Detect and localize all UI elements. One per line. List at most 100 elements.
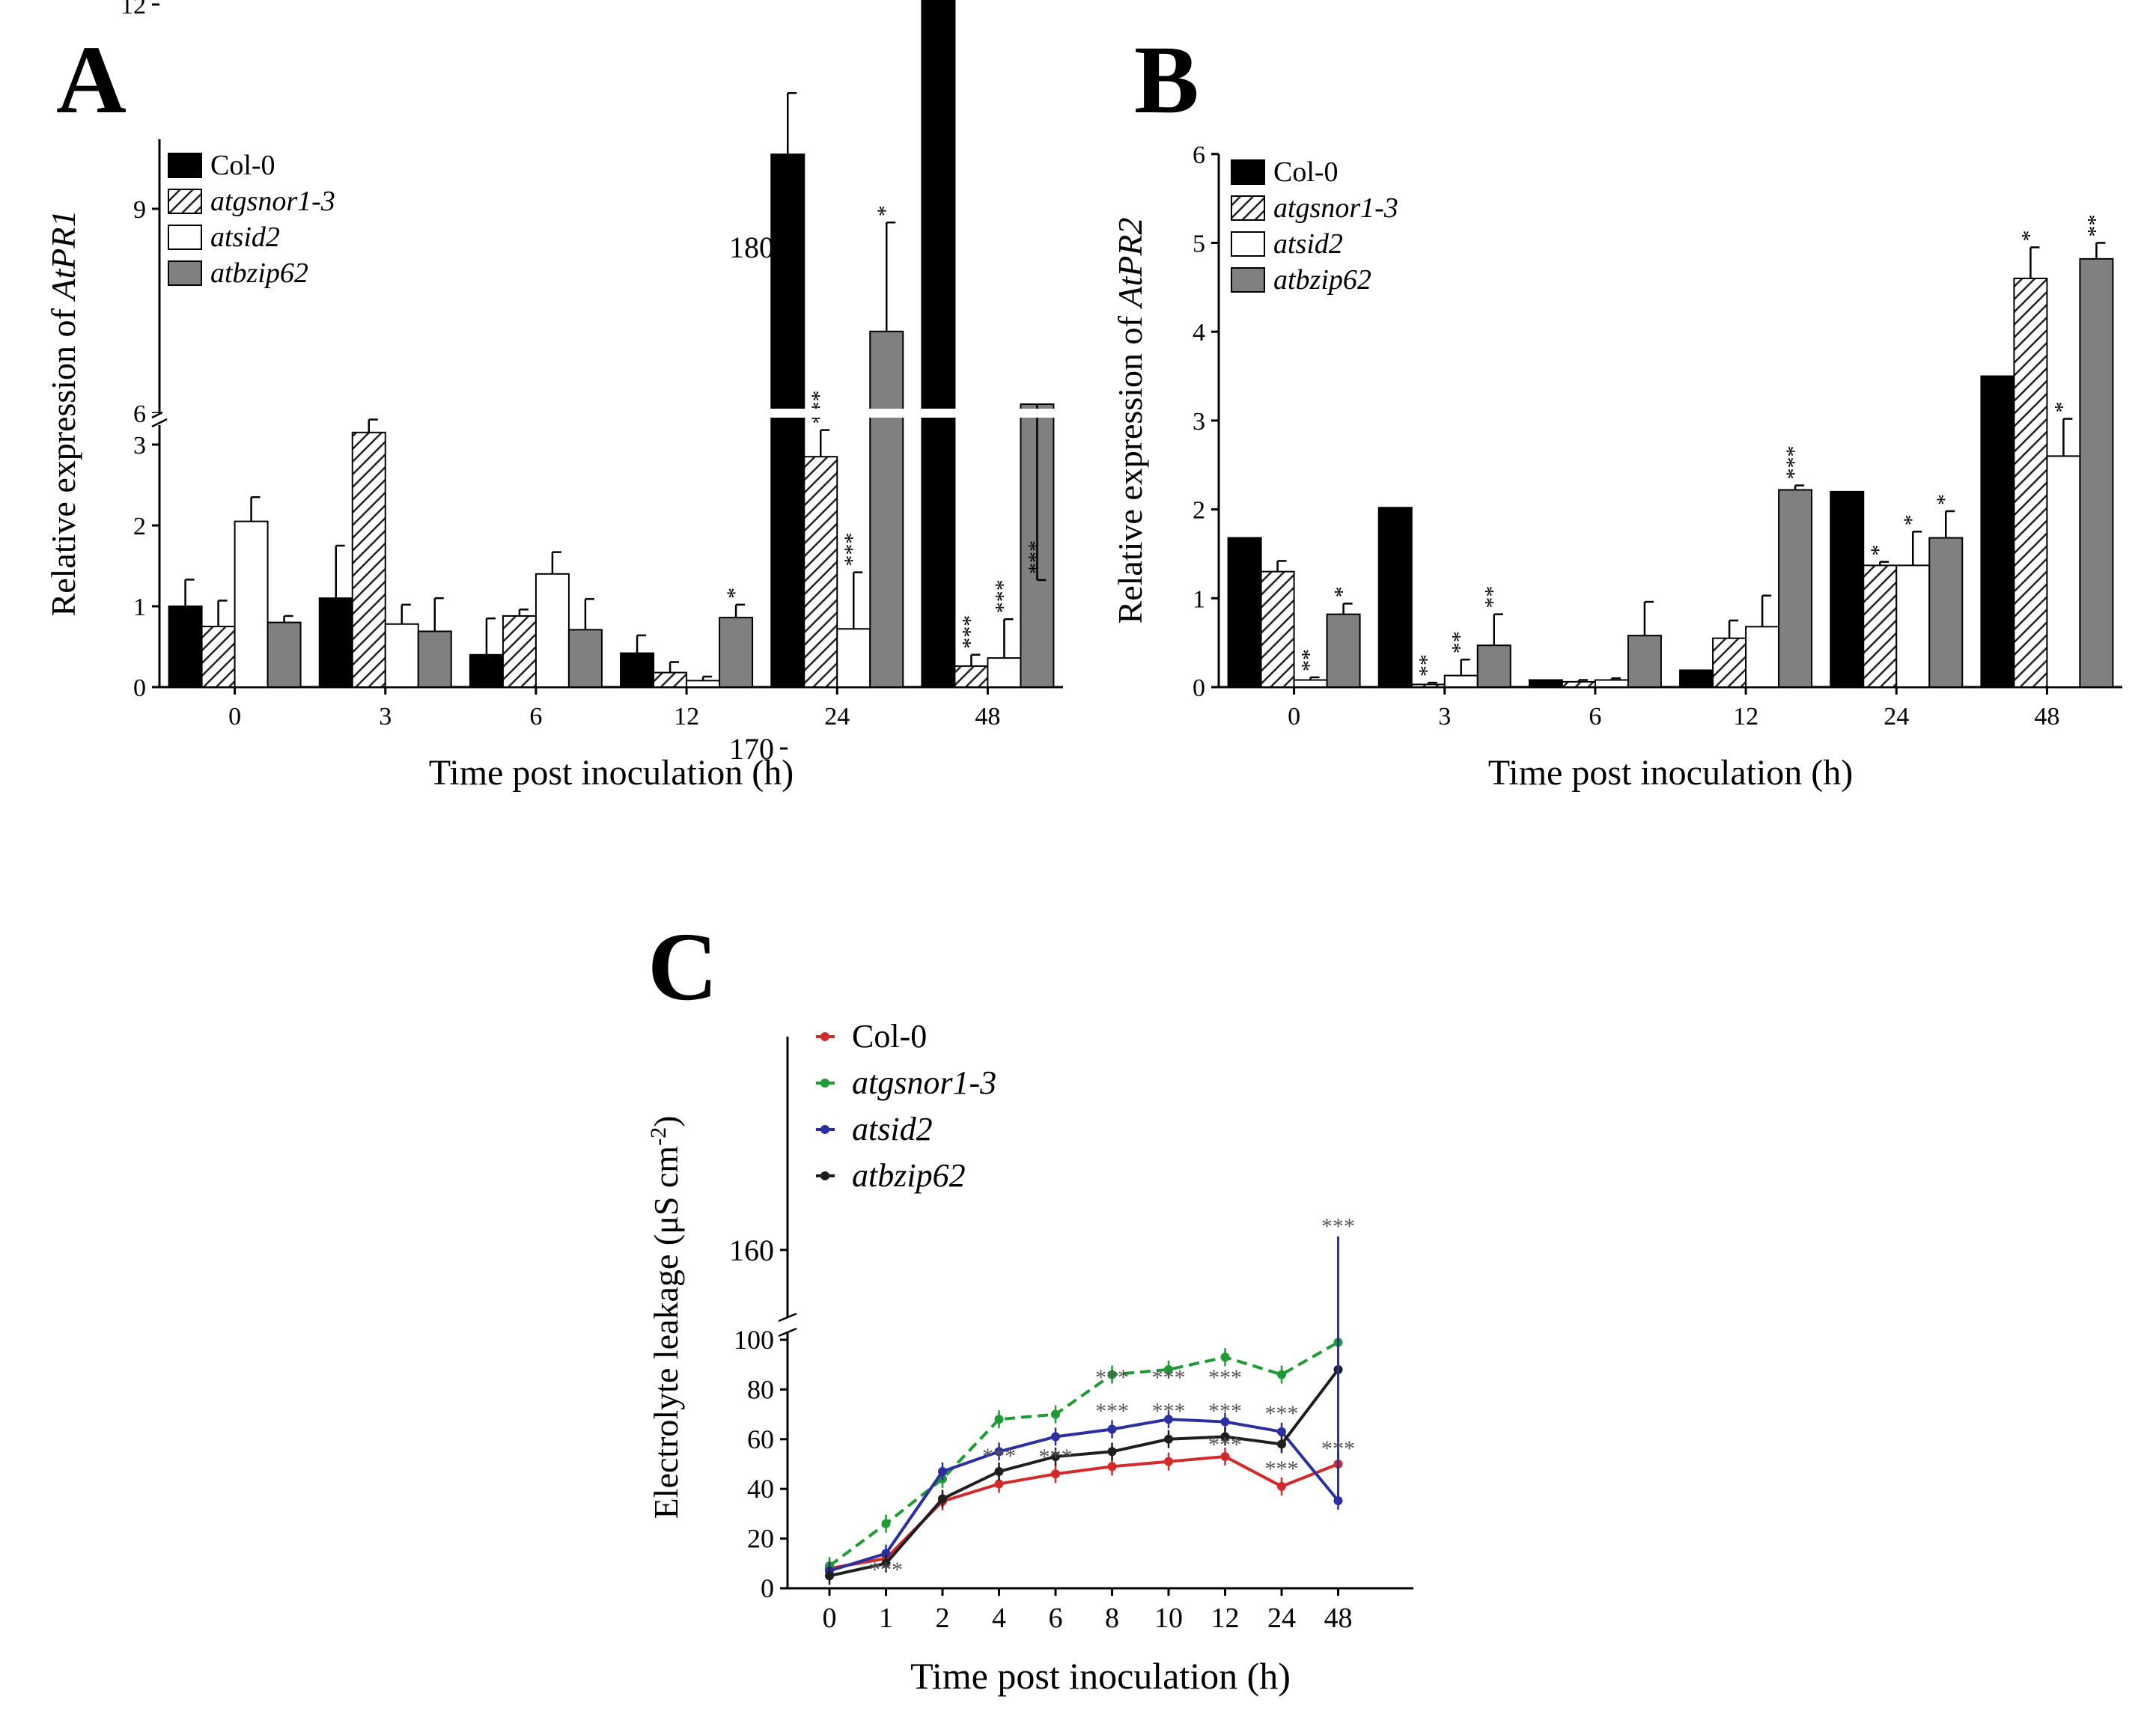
x-tick-label: 12: [1211, 1602, 1240, 1634]
significance-label: ***: [1208, 1365, 1242, 1390]
bar-atgsnor13: [351, 431, 386, 688]
data-point: [994, 1466, 1004, 1476]
legend-swatch: [1231, 267, 1265, 293]
data-point: [1220, 1353, 1230, 1362]
bar-col0: [168, 606, 203, 688]
significance-label: ***: [840, 533, 865, 567]
x-tick-label: 1: [879, 1602, 893, 1634]
data-point: [1277, 1439, 1286, 1449]
significance-label: ***: [990, 579, 1015, 613]
data-point: [938, 1466, 947, 1476]
bar-atgsnor13: [1712, 637, 1747, 689]
x-tick-label: 12: [1733, 703, 1758, 731]
significance-label: ***: [982, 1444, 1016, 1469]
data-point: [1164, 1434, 1173, 1444]
bar-atsid2: [1895, 564, 1931, 688]
y-tick-label: 4: [1193, 319, 1205, 347]
x-tick-label: 3: [379, 703, 392, 731]
y-tick-label: 6: [133, 400, 146, 428]
legend-swatch: [1231, 231, 1265, 257]
x-axis-title: Time post inoculation (h): [910, 1655, 1291, 1697]
x-tick-label: 24: [1267, 1602, 1296, 1634]
bar-atsid2: [2046, 455, 2081, 688]
data-point: [1277, 1427, 1286, 1436]
significance-label: ***: [807, 391, 832, 424]
legend-swatch: [168, 153, 202, 178]
bar-atsid2: [535, 573, 570, 688]
x-tick-label: 3: [1438, 703, 1451, 731]
bar-col0: [318, 597, 353, 689]
series-line-atgsnor13: [828, 1341, 1339, 1567]
bar-atgsnor13: [954, 665, 989, 688]
significance-label: **: [1415, 654, 1440, 677]
legend-label: atbzip62: [210, 257, 308, 289]
data-point: [881, 1558, 891, 1568]
significance-label: ***: [1321, 1436, 1355, 1461]
panel-letter-c: C: [648, 913, 718, 1021]
x-tick-label: 6: [1049, 1602, 1063, 1634]
data-point: [881, 1519, 891, 1528]
axis-break-mark: [778, 1327, 797, 1338]
y-tick-label: 3: [1193, 408, 1205, 436]
significance-label: ***: [1782, 446, 1806, 480]
bar-col0: [1528, 679, 1563, 689]
bar-atgsnor13: [1410, 683, 1446, 689]
bar-atsid2: [1594, 679, 1629, 689]
y-tick-label: 80: [747, 1374, 774, 1404]
data-point: [994, 1479, 1004, 1489]
bar-atsid2: [234, 520, 269, 688]
y-tick-label: 2: [133, 513, 146, 540]
y-tick-label: 1: [1193, 585, 1205, 613]
x-tick-label: 6: [1589, 703, 1601, 731]
series-line-atbzip62: [829, 1368, 1340, 1578]
data-point: [994, 1447, 1004, 1457]
significance-label: ***: [1152, 1399, 1186, 1424]
x-tick-label: 0: [1288, 703, 1300, 731]
significance-label: ***: [1152, 1365, 1186, 1390]
legend-label: atsid2: [852, 1111, 933, 1147]
x-tick-label: 2: [936, 1602, 950, 1634]
significance-label: *: [1330, 586, 1355, 597]
bar-atbzip62: [417, 630, 452, 688]
legend-swatch: [1231, 195, 1265, 221]
legend-swatch: [1231, 159, 1265, 185]
y-tick-label: 5: [1193, 231, 1205, 258]
bar-atgsnor13: [201, 626, 236, 688]
bar-col0: [770, 153, 806, 688]
bar-atgsnor13: [2013, 277, 2048, 689]
data-point: [1220, 1417, 1230, 1427]
bar-atbzip62: [719, 617, 754, 688]
bar-atsid2: [987, 657, 1022, 688]
data-point: [938, 1494, 947, 1504]
data-point: [1051, 1409, 1060, 1419]
y-tick-label: 180: [729, 231, 774, 264]
bar-atsid2: [686, 680, 721, 688]
significance-label: *: [2017, 230, 2041, 241]
significance-label: *: [1866, 545, 1891, 556]
y-tick-label: 20: [747, 1524, 774, 1554]
significance-label: ***: [1039, 1445, 1073, 1469]
y-tick-label: 170: [729, 732, 774, 766]
significance-label: ***: [869, 1558, 903, 1582]
x-tick-label: 4: [992, 1602, 1006, 1634]
y-tick-label: 9: [133, 196, 146, 224]
significance-label: ***: [1095, 1365, 1129, 1390]
bar-atbzip62: [1627, 635, 1662, 688]
legend-label: atbzip62: [1273, 264, 1371, 296]
data-point: [1107, 1462, 1117, 1472]
x-tick-label: 24: [824, 703, 850, 731]
y-axis-title: Relative expression of AtPR1: [44, 210, 82, 617]
significance-label: ***: [1208, 1433, 1242, 1457]
bar-atgsnor13: [653, 671, 688, 688]
significance-label: ***: [1321, 1214, 1355, 1239]
bar-atbzip62: [567, 629, 603, 689]
significance-label: ***: [1023, 540, 1048, 574]
significance-label: *: [2050, 402, 2074, 413]
x-tick-label: 10: [1154, 1602, 1183, 1634]
bar-col0: [1830, 490, 1865, 688]
y-tick-label: 3: [133, 432, 146, 460]
legend-label: atgsnor1-3: [210, 186, 335, 217]
